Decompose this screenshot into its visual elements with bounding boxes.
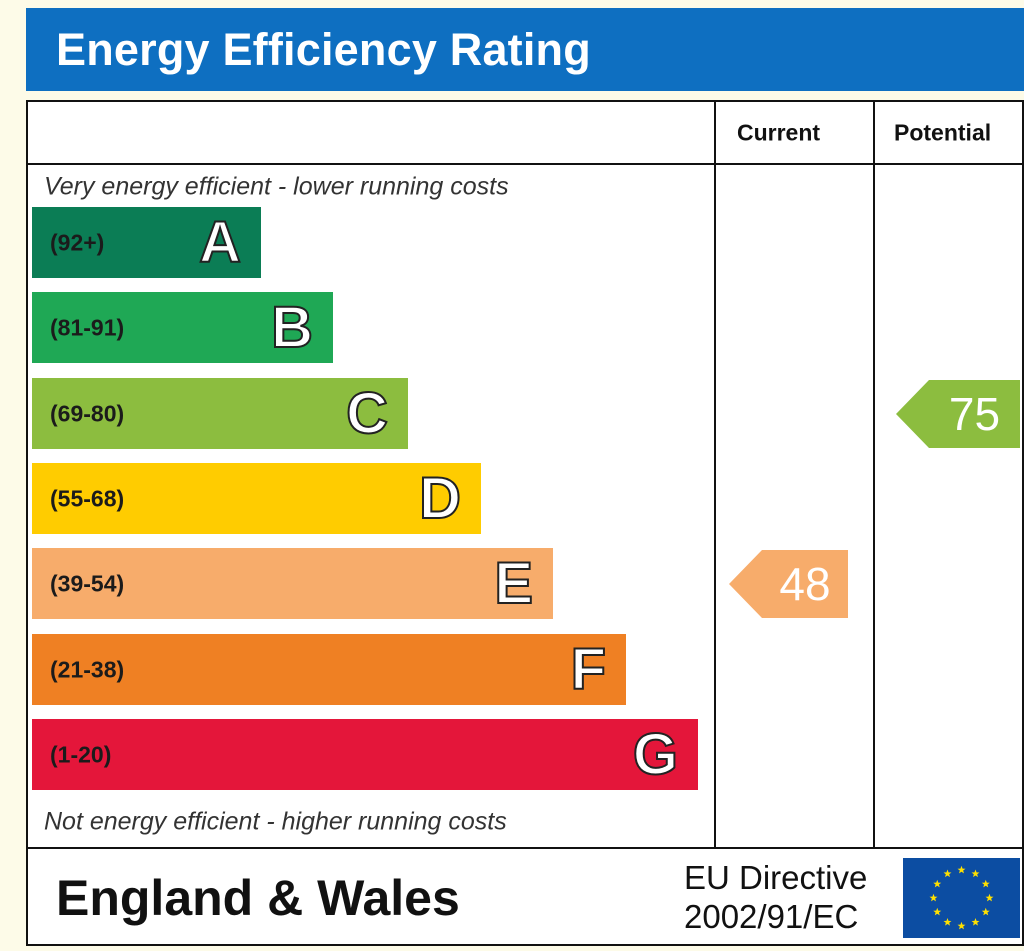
footer-divider <box>26 847 1024 849</box>
eu-star <box>943 869 952 878</box>
band-b: (81-91) B <box>32 292 333 363</box>
band-c: (69-80) C <box>32 378 408 449</box>
band-letter-label: C <box>345 380 389 446</box>
arrow-value-label: 48 <box>779 558 831 610</box>
band-range-label: (81-91) <box>50 314 125 340</box>
header-row-divider <box>26 163 1024 165</box>
band-g: (1-20) G <box>32 719 698 790</box>
band-letter-label: A <box>198 209 242 275</box>
band-range-label: (55-68) <box>50 485 125 511</box>
caption-bottom: Not energy efficient - higher running co… <box>44 807 507 836</box>
band-range-label: (1-20) <box>50 741 112 767</box>
chart-title: Energy Efficiency Rating <box>56 24 591 75</box>
footer-directive-line2: 2002/91/EC <box>684 898 859 935</box>
eu-star <box>933 879 942 888</box>
potential-column-divider <box>873 100 875 849</box>
band-letter-label: G <box>632 721 679 787</box>
eu-star <box>971 918 980 926</box>
band-f: (21-38) F <box>32 634 626 705</box>
eu-star <box>981 907 990 916</box>
band-e: (39-54) E <box>32 548 553 619</box>
band-letter-label: F <box>570 636 607 702</box>
band-range-label: (92+) <box>50 229 105 255</box>
eu-star <box>943 918 952 926</box>
eu-star <box>971 869 980 878</box>
current-column-divider <box>714 100 716 849</box>
column-header-current: Current <box>737 119 821 146</box>
eu-star <box>957 865 966 874</box>
footer-directive-line1: EU Directive <box>684 859 868 896</box>
band-a: (92+) A <box>32 207 261 278</box>
band-d: (55-68) D <box>32 463 481 534</box>
footer-region: England & Wales <box>56 870 460 926</box>
eu-flag-icon <box>903 858 1020 938</box>
eu-star <box>981 879 990 888</box>
eu-star <box>985 893 994 902</box>
eu-star <box>957 921 966 930</box>
band-letter-label: B <box>270 294 314 360</box>
band-range-label: (69-80) <box>50 400 125 426</box>
column-header-potential: Potential <box>894 119 992 146</box>
band-letter-label: E <box>493 550 534 616</box>
band-letter-label: D <box>418 465 462 531</box>
arrow-value-label: 75 <box>948 388 1001 440</box>
band-range-label: (39-54) <box>50 570 125 596</box>
title-bar <box>26 8 1024 91</box>
eu-star <box>933 907 942 916</box>
band-range-label: (21-38) <box>50 656 125 682</box>
eu-star <box>929 893 938 902</box>
caption-top: Very energy efficient - lower running co… <box>44 172 509 201</box>
